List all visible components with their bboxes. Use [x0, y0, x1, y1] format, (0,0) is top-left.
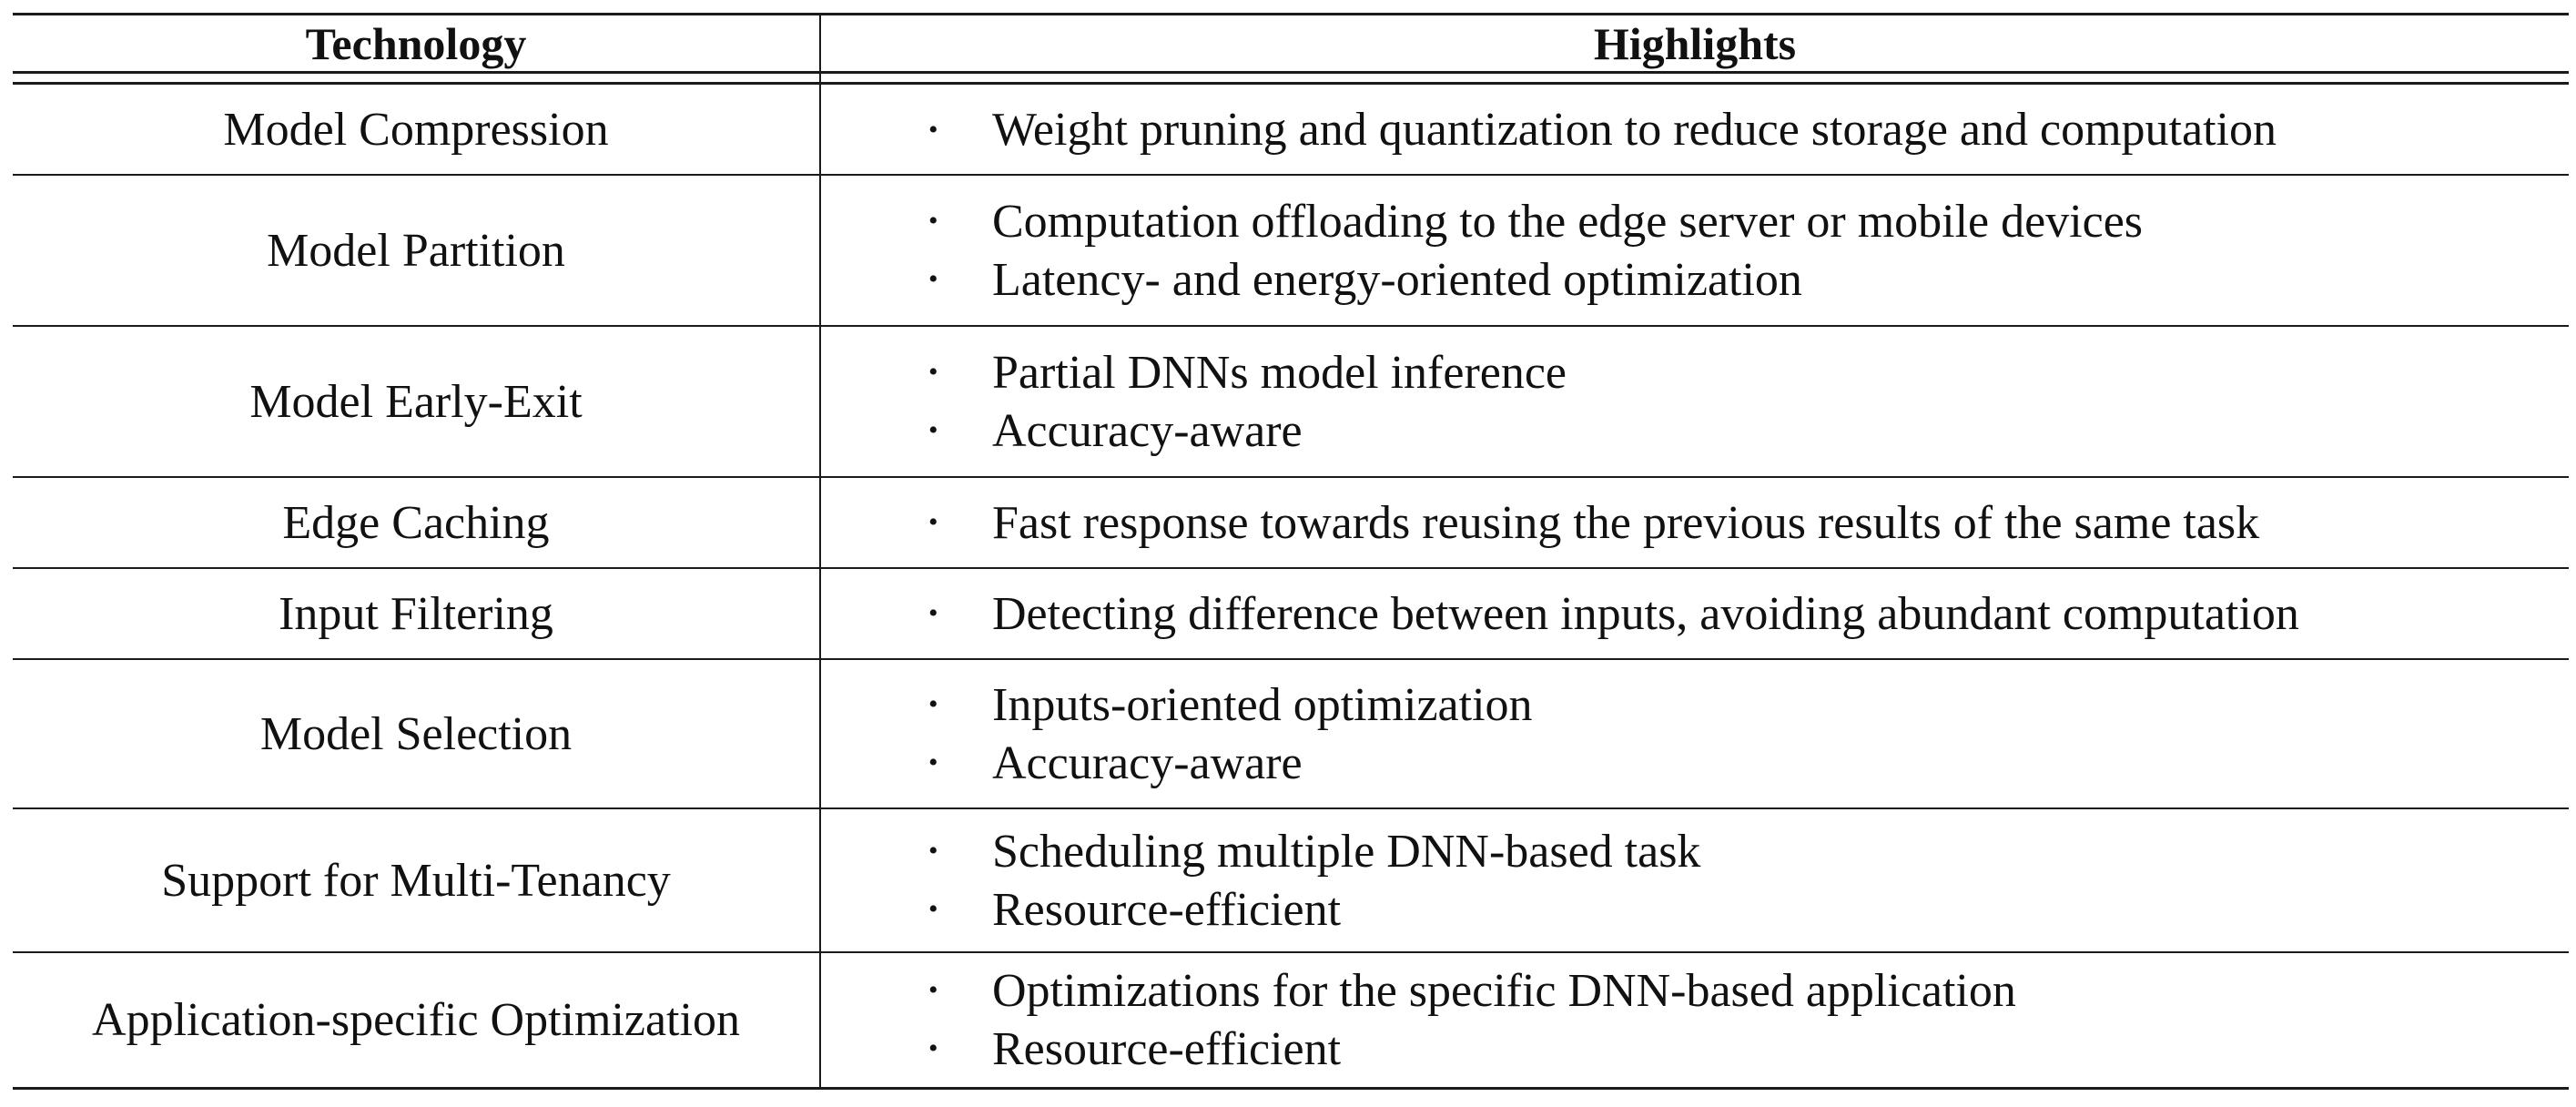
- technology-cell: Model Partition: [267, 224, 565, 277]
- bullet-icon: •: [928, 1033, 938, 1063]
- highlight-text: Weight pruning and quantization to reduc…: [992, 104, 2277, 156]
- highlight-text: Resource-efficient: [992, 1022, 1342, 1075]
- header-rule-upper: [13, 71, 2569, 74]
- highlight-item: • Resource-efficient: [928, 880, 1341, 939]
- technology-cell: Input Filtering: [279, 587, 553, 640]
- highlight-item: • Inputs-oriented optimization: [928, 675, 1533, 734]
- column-divider: [819, 13, 821, 1090]
- header-technology: Technology: [305, 17, 527, 69]
- highlight-item: • Partial DNNs model inference: [928, 343, 1567, 401]
- highlight-item: • Accuracy-aware: [928, 401, 1303, 460]
- bullet-icon: •: [928, 264, 938, 294]
- row-divider: [13, 325, 2569, 327]
- bullet-icon: •: [928, 357, 938, 387]
- row-divider: [13, 476, 2569, 478]
- highlight-text: Detecting difference between inputs, avo…: [992, 587, 2299, 640]
- highlight-text: Inputs-oriented optimization: [992, 678, 1533, 731]
- highlights-cell: • Fast response towards reusing the previ…: [928, 477, 2567, 568]
- highlight-item: • Weight pruning and quantization to redu…: [928, 101, 2277, 159]
- highlight-text: Fast response towards reusing the previo…: [992, 496, 2260, 549]
- highlight-text: Resource-efficient: [992, 883, 1342, 936]
- bullet-icon: •: [928, 689, 938, 719]
- bullet-icon: •: [928, 747, 938, 777]
- table-bottom-rule: [13, 1087, 2569, 1090]
- technology-cell: Edge Caching: [282, 496, 550, 549]
- highlight-item: • Computation offloading to the edge serv…: [928, 192, 2143, 250]
- highlight-item: • Optimizations for the specific DNN-base…: [928, 961, 2016, 1020]
- highlight-item: • Resource-efficient: [928, 1020, 1341, 1078]
- row-divider: [13, 567, 2569, 569]
- highlight-item: • Fast response towards reusing the previ…: [928, 493, 2259, 552]
- technology-cell: Model Selection: [259, 707, 573, 760]
- table-top-rule: [13, 13, 2569, 15]
- highlights-cell: • Inputs-oriented optimization • Accuracy-a…: [928, 659, 2567, 808]
- highlights-cell: • Computation offloading to the edge serv…: [928, 175, 2567, 326]
- highlights-cell: • Weight pruning and quantization to redu…: [928, 85, 2567, 175]
- bullet-icon: •: [928, 507, 938, 537]
- highlights-cell: • Partial DNNs model inference • Accuracy-a…: [928, 326, 2567, 477]
- highlight-text: Optimizations for the specific DNN-based…: [992, 964, 2016, 1017]
- bullet-icon: •: [928, 836, 938, 866]
- highlights-cell: • Optimizations for the specific DNN-base…: [928, 952, 2567, 1087]
- highlights-cell: • Detecting difference between inputs, av…: [928, 568, 2567, 659]
- bullet-icon: •: [928, 114, 938, 145]
- header-highlights: Highlights: [1593, 17, 1797, 69]
- highlight-text: Latency- and energy-oriented optimizatio…: [992, 253, 1802, 306]
- highlight-text: Scheduling multiple DNN-based task: [992, 825, 1701, 878]
- row-divider: [13, 951, 2569, 953]
- highlight-item: • Scheduling multiple DNN-based task: [928, 822, 1700, 880]
- bullet-icon: •: [928, 598, 938, 628]
- row-divider: [13, 174, 2569, 176]
- highlight-item: • Accuracy-aware: [928, 734, 1303, 792]
- bullet-icon: •: [928, 206, 938, 236]
- highlights-cell: • Scheduling multiple DNN-based task • Reso…: [928, 808, 2567, 952]
- technology-cell: Support for Multi-Tenancy: [161, 854, 671, 907]
- row-divider: [13, 658, 2569, 660]
- technology-cell: Application-specific Optimization: [92, 993, 740, 1046]
- technology-cell: Model Early-Exit: [249, 375, 583, 428]
- highlight-item: • Latency- and energy-oriented optimizati…: [928, 250, 1802, 309]
- highlight-text: Computation offloading to the edge serve…: [992, 195, 2144, 248]
- highlight-text: Partial DNNs model inference: [992, 346, 1567, 399]
- bullet-icon: •: [928, 415, 938, 445]
- technology-cell: Model Compression: [223, 104, 609, 156]
- header-rule-lower: [13, 82, 2569, 85]
- row-divider: [13, 807, 2569, 809]
- highlight-item: • Detecting difference between inputs, av…: [928, 584, 2299, 643]
- bullet-icon: •: [928, 975, 938, 1005]
- bullet-icon: •: [928, 894, 938, 924]
- highlight-text: Accuracy-aware: [992, 736, 1303, 789]
- highlight-text: Accuracy-aware: [992, 404, 1303, 457]
